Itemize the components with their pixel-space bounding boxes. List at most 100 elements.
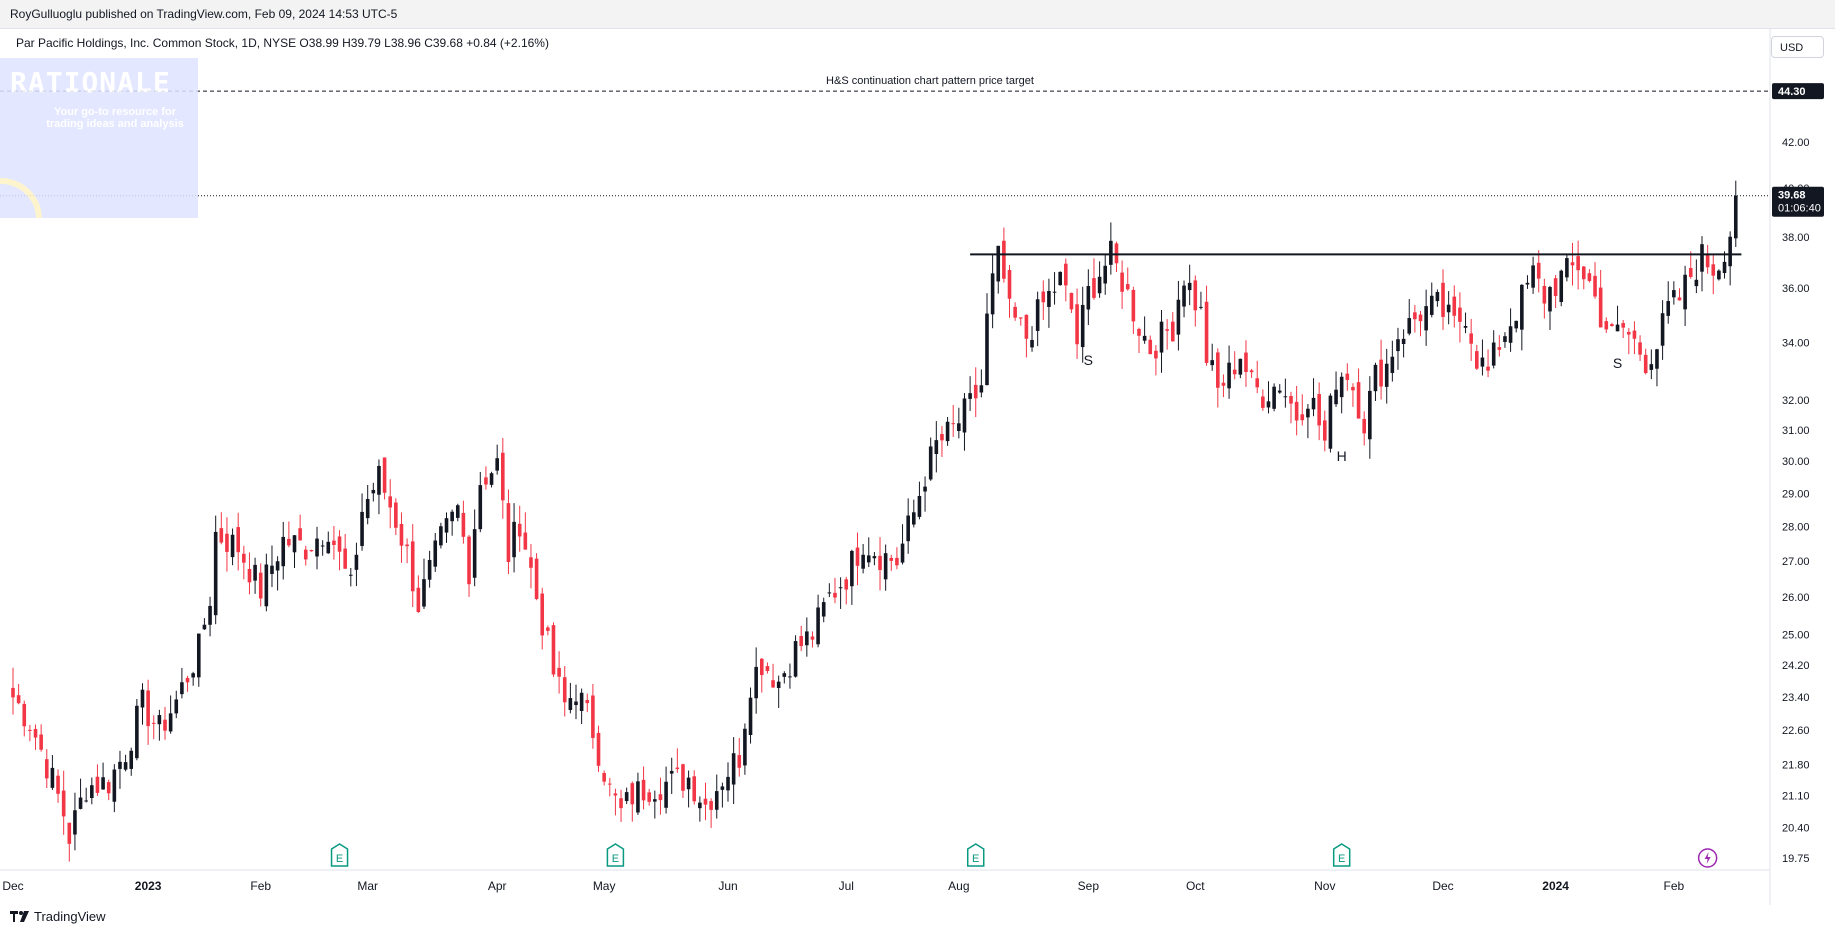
candle-body <box>298 528 302 541</box>
candle-body <box>523 532 528 550</box>
candle-body <box>821 602 826 617</box>
candle-body <box>1610 324 1614 327</box>
candle-body <box>900 543 905 563</box>
candle-body <box>1379 359 1383 387</box>
candle-body <box>349 574 353 576</box>
candle-body <box>1334 389 1338 405</box>
candle-body <box>1520 284 1524 330</box>
candle-body <box>1553 278 1558 297</box>
candle-body <box>692 776 697 802</box>
candle-body <box>973 384 978 399</box>
price-tick-label: 42.00 <box>1782 137 1810 149</box>
candle-body <box>1384 363 1389 387</box>
earnings-e-icon[interactable]: E <box>606 843 625 867</box>
candle-body <box>28 729 32 731</box>
candle-body <box>1255 378 1260 388</box>
pattern-label: S <box>1084 352 1093 368</box>
time-axis[interactable]: Dec 2023 Feb Mar Apr May Jun Jul Aug Sep Oct Nov Dec… <box>2 879 1684 893</box>
candle-body <box>529 557 533 568</box>
candle-body <box>315 538 319 557</box>
candle-body <box>1199 306 1203 308</box>
candle-body <box>1227 362 1231 389</box>
candle-body <box>1717 270 1721 280</box>
candle-body <box>878 555 882 570</box>
candle-body <box>669 770 674 774</box>
candlestick-series <box>11 180 1738 862</box>
candle-body <box>44 759 49 779</box>
candle-body <box>546 627 550 631</box>
candle-body <box>1627 331 1631 335</box>
candle-body <box>962 398 967 433</box>
candle-body <box>360 511 364 546</box>
candle-body <box>1458 307 1462 322</box>
price-badge-value: 44.30 <box>1778 86 1806 98</box>
candle-body <box>906 515 910 542</box>
time-tick-label: 2024 <box>1542 879 1569 893</box>
candle-body <box>146 690 150 727</box>
candle-body <box>698 802 702 809</box>
candle-body <box>1058 271 1062 286</box>
candle-body <box>1249 370 1254 373</box>
candle-body <box>1649 364 1654 370</box>
candle-body <box>1413 312 1417 320</box>
candle-body <box>1424 306 1428 331</box>
price-axis[interactable]: 19.75 20.40 21.10 21.80 22.60 23.40 24.20 25.00… <box>1772 83 1824 865</box>
candle-body <box>1655 349 1659 369</box>
candle-body <box>303 549 308 560</box>
candle-body <box>1339 376 1344 398</box>
candle-body <box>1351 386 1355 391</box>
earnings-e-icon[interactable]: E <box>966 843 985 867</box>
price-badge <box>1772 186 1824 217</box>
publisher-bar: RoyGulluoglu published on TradingView.co… <box>0 0 1835 29</box>
candle-body <box>1621 323 1625 328</box>
candle-body <box>1672 290 1676 298</box>
candle-body <box>574 701 578 706</box>
candle-body <box>1542 285 1547 304</box>
earnings-marker-glyph: E <box>336 853 343 865</box>
candle-body <box>557 667 561 677</box>
candle-body <box>242 553 246 563</box>
currency-selector[interactable]: USD <box>1771 36 1824 58</box>
candle-body <box>934 440 939 455</box>
candle-body <box>709 801 713 810</box>
candle-body <box>1035 299 1040 331</box>
candle-body <box>1300 414 1305 421</box>
candle-body <box>461 512 466 537</box>
candle-body <box>1024 314 1029 339</box>
candle-body <box>1486 366 1490 371</box>
candle-body <box>833 592 837 598</box>
candle-body <box>180 682 184 695</box>
footer-brand: TradingView <box>34 909 106 924</box>
candle-body <box>225 533 229 552</box>
candle-body <box>664 781 668 808</box>
candle-body <box>292 535 297 553</box>
candle-body <box>1216 352 1220 388</box>
candle-body <box>444 518 449 533</box>
lightning-icon[interactable] <box>1697 848 1718 868</box>
candle-body <box>1159 321 1164 353</box>
candle-body <box>73 810 77 835</box>
candle-body <box>1565 258 1569 278</box>
candle-body <box>1401 338 1406 344</box>
earnings-e-icon[interactable]: E <box>330 843 349 867</box>
earnings-e-icon[interactable]: E <box>1332 843 1351 867</box>
candle-body <box>720 786 725 790</box>
earnings-marker-glyph: E <box>612 853 619 865</box>
tradingview-footer[interactable]: TradingView <box>10 909 106 924</box>
candle-body <box>1322 420 1327 441</box>
candle-body <box>1390 356 1395 373</box>
candle-body <box>889 557 894 561</box>
candle-body <box>287 538 291 546</box>
price-tick-label: 38.00 <box>1782 232 1810 244</box>
candle-body <box>163 719 167 731</box>
candle-body <box>90 785 94 799</box>
earnings-marker-shape <box>330 843 349 867</box>
candle-body <box>968 393 972 399</box>
candle-body <box>1193 280 1198 311</box>
candle-body <box>1018 317 1023 319</box>
candle-body <box>1283 396 1288 398</box>
time-tick-label: Mar <box>357 879 378 893</box>
candle-body <box>681 764 685 791</box>
candle-body <box>743 728 747 766</box>
